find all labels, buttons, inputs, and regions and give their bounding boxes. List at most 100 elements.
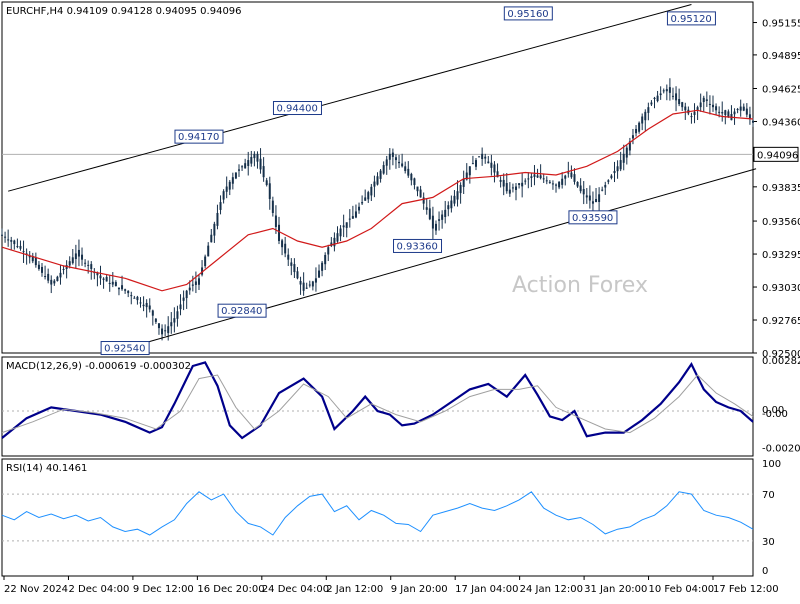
candle-body <box>619 160 622 170</box>
candle-body <box>185 290 188 299</box>
candle-body <box>268 183 271 199</box>
last-price-box <box>753 146 799 162</box>
candle-body <box>595 198 598 203</box>
candle-body <box>487 161 490 164</box>
price-ytick-label: 0.92765 <box>762 316 800 327</box>
candle-body <box>351 216 354 219</box>
candle-body <box>265 180 268 185</box>
candle-body <box>711 104 714 108</box>
candle-body <box>293 264 296 273</box>
candle-body <box>416 186 419 192</box>
price-annotation-box <box>272 101 322 116</box>
candle-body <box>641 116 644 124</box>
candle-body <box>81 254 84 260</box>
candle-body <box>296 271 299 279</box>
candle-body <box>438 219 441 221</box>
candle-body <box>336 233 339 242</box>
candle-body <box>124 289 127 291</box>
candle-body <box>542 178 545 180</box>
moving-average-line <box>1 109 754 292</box>
candles-group <box>1 78 754 341</box>
candle-body <box>702 97 705 103</box>
price-annotation-box <box>393 238 443 253</box>
candle-body <box>354 211 357 218</box>
price-annotation-label: 0.93360 <box>397 241 438 252</box>
candle-body <box>398 161 401 164</box>
candle-body <box>259 158 262 170</box>
candle-body <box>527 178 530 180</box>
candle-body <box>318 270 321 278</box>
candle-body <box>237 169 240 171</box>
price-annotation-box <box>217 303 267 318</box>
xtick-label: 9 Dec 12:00 <box>133 584 194 595</box>
candle-body <box>314 278 317 283</box>
candle-body <box>558 181 561 188</box>
xtick-label: 2 Jan 12:00 <box>326 584 383 595</box>
candle-body <box>490 162 493 168</box>
candle-body <box>727 111 730 117</box>
price-ytick-label: 0.93030 <box>762 283 800 294</box>
macd-title: MACD(12,26,9) -0.000619 -0.000302 <box>6 361 191 372</box>
candle-body <box>327 247 330 255</box>
candle-body <box>708 103 711 105</box>
candle-body <box>102 278 105 280</box>
candle-body <box>598 194 601 202</box>
price-annotation-box <box>174 129 224 144</box>
candle-body <box>484 156 487 159</box>
candle-body <box>84 262 87 264</box>
candle-body <box>10 240 13 242</box>
candle-body <box>518 183 521 185</box>
candle-body <box>41 266 44 273</box>
candle-body <box>225 186 228 192</box>
candle-body <box>752 120 754 123</box>
candle-body <box>59 272 62 278</box>
candle-body <box>173 318 176 323</box>
candle-body <box>47 273 50 281</box>
rsi-ytick-label: 0 <box>762 566 768 577</box>
candle-body <box>13 240 16 245</box>
candle-body <box>447 205 450 210</box>
candle-body <box>718 111 721 113</box>
candle-body <box>262 166 265 178</box>
channel-upper-line <box>8 4 692 192</box>
candle-body <box>576 181 579 187</box>
macd-ytick-label: -0.002022 <box>762 443 800 454</box>
candle-body <box>693 111 696 115</box>
candle-body <box>567 172 570 174</box>
candle-body <box>170 322 173 327</box>
macd-signal-line <box>1 374 754 434</box>
candle-body <box>659 93 662 96</box>
price-annotation-box <box>100 341 150 356</box>
xtick-label: 22 Nov 2024 <box>4 584 68 595</box>
candle-body <box>219 202 222 210</box>
candle-body <box>570 172 573 178</box>
candle-body <box>77 249 80 257</box>
candle-body <box>4 236 7 238</box>
candle-body <box>742 106 745 111</box>
candle-body <box>653 97 656 99</box>
candle-body <box>536 175 539 178</box>
candle-body <box>44 276 47 278</box>
candle-body <box>493 164 496 173</box>
candle-body <box>385 159 388 166</box>
candle-body <box>650 102 653 105</box>
candle-body <box>358 206 361 211</box>
candle-body <box>74 253 77 260</box>
xtick-label: 17 Feb 12:00 <box>713 584 779 595</box>
candle-body <box>551 183 554 185</box>
candle-body <box>705 99 708 101</box>
candle-body <box>16 246 19 248</box>
candle-body <box>228 181 231 190</box>
candle-body <box>305 287 308 289</box>
candle-body <box>635 128 638 134</box>
price-annotation-label: 0.95160 <box>507 9 548 20</box>
candle-body <box>668 87 671 93</box>
candle-body <box>607 180 610 182</box>
candle-body <box>204 256 207 267</box>
candle-body <box>382 165 385 174</box>
candle-body <box>19 245 22 249</box>
price-ytick-label: 0.93835 <box>762 183 800 194</box>
candle-body <box>585 195 588 198</box>
candle-body <box>345 222 348 228</box>
candle-body <box>278 224 281 241</box>
